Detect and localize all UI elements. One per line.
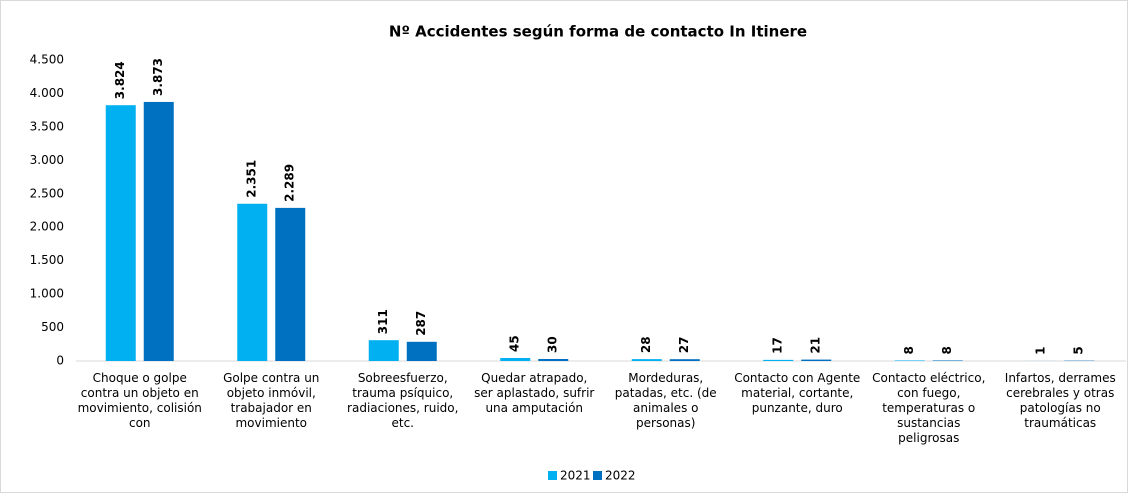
legend-label: 2021 — [560, 469, 591, 483]
y-tick-label: 1.000 — [30, 287, 64, 301]
bar — [932, 360, 963, 361]
bar — [237, 203, 268, 361]
data-label: 21 — [809, 337, 823, 354]
x-tick-label: Mordeduras, patadas, etc. (de animales o… — [614, 371, 717, 430]
bar — [368, 340, 399, 361]
data-label: 17 — [771, 337, 785, 354]
bar — [763, 359, 794, 361]
y-tick-label: 0 — [56, 354, 64, 368]
bar — [631, 359, 662, 361]
x-tick-label: Sobreesfuerzo, trauma psíquico, radiacio… — [347, 371, 459, 430]
x-tick-label: Contacto con Agente material, cortante, … — [734, 371, 861, 415]
data-label: 2.351 — [245, 160, 259, 198]
chart-title: Nº Accidentes según forma de contacto In… — [389, 23, 807, 41]
legend-swatch — [593, 471, 602, 480]
data-label: 3.824 — [113, 61, 127, 99]
data-label: 287 — [414, 311, 428, 336]
y-tick-label: 3.500 — [30, 119, 64, 133]
data-label: 28 — [639, 336, 653, 353]
data-label: 311 — [376, 309, 390, 334]
data-label: 45 — [508, 335, 522, 352]
x-tick-label: Infartos, derrames cerebrales y otras pa… — [1004, 371, 1116, 430]
bar — [275, 207, 306, 361]
bar — [538, 358, 569, 361]
legend-label: 2022 — [605, 469, 636, 483]
y-tick-label: 500 — [41, 320, 64, 334]
y-tick-label: 4.000 — [30, 86, 64, 100]
bar — [669, 359, 700, 361]
data-label: 30 — [546, 336, 560, 353]
data-label: 27 — [677, 336, 691, 353]
bar — [143, 101, 174, 361]
x-tick-label: Quedar atrapado, ser aplastado, sufrir u… — [474, 371, 595, 415]
y-tick-label: 4.500 — [30, 53, 64, 67]
y-tick-label: 2.500 — [30, 186, 64, 200]
data-label: 8 — [940, 346, 954, 354]
data-label: 3.873 — [151, 58, 165, 96]
data-label: 8 — [902, 346, 916, 354]
bar — [500, 357, 531, 361]
data-label: 1 — [1034, 347, 1048, 355]
x-tick-label: Contacto eléctrico, con fuego, temperatu… — [872, 371, 986, 445]
y-tick-label: 2.000 — [30, 220, 64, 234]
bar — [801, 359, 832, 361]
bar — [406, 341, 437, 361]
y-tick-label: 1.500 — [30, 253, 64, 267]
legend-swatch — [548, 471, 557, 480]
y-tick-label: 3.000 — [30, 153, 64, 167]
bar — [105, 105, 136, 361]
bar — [894, 360, 925, 361]
x-tick-label: Golpe contra un objeto inmóvil, trabajad… — [223, 371, 320, 430]
data-label: 2.289 — [283, 164, 297, 202]
x-tick-label: Choque o golpe contra un objeto en movim… — [77, 371, 202, 430]
data-label: 5 — [1072, 346, 1086, 354]
